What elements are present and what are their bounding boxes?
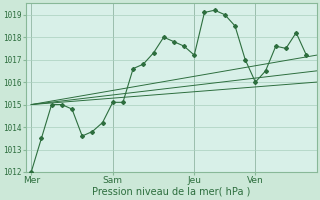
X-axis label: Pression niveau de la mer( hPa ): Pression niveau de la mer( hPa )	[92, 187, 251, 197]
